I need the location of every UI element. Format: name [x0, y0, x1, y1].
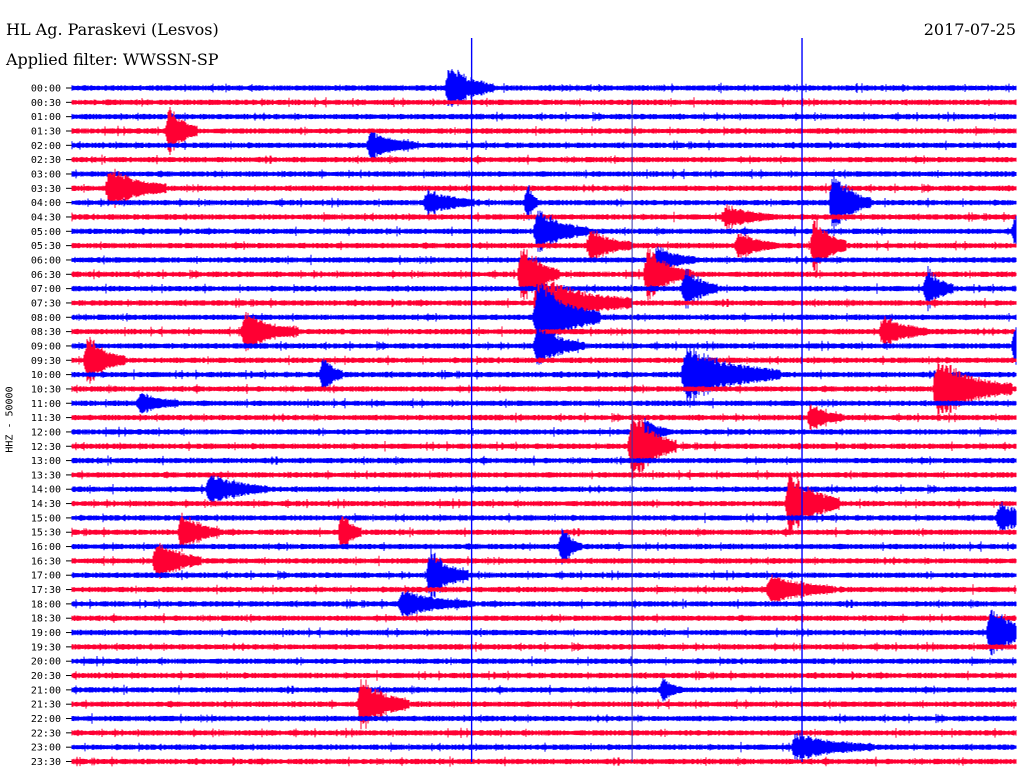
trace-row-20:00 [71, 656, 1017, 667]
trace-row-18:30 [71, 613, 1017, 624]
tick-label-11:00: 11:00 [31, 399, 61, 410]
tick-label-08:30: 08:30 [31, 327, 61, 338]
tick-label-06:00: 06:00 [31, 255, 61, 266]
trace-row-10:30 [71, 356, 1017, 422]
tick-label-20:30: 20:30 [31, 671, 61, 682]
tick-label-00:30: 00:30 [31, 98, 61, 109]
trace-row-23:30 [71, 756, 1017, 767]
trace-row-03:00 [71, 168, 1017, 180]
tick-label-06:30: 06:30 [31, 270, 61, 281]
trace-row-15:00 [71, 501, 1017, 535]
trace-row-13:30 [71, 469, 1017, 480]
tick-label-22:00: 22:00 [31, 714, 61, 725]
trace-row-00:30 [71, 97, 1017, 108]
tick-label-00:00: 00:00 [31, 84, 61, 95]
tick-label-13:00: 13:00 [31, 456, 61, 467]
trace-row-11:30 [71, 404, 1017, 431]
tick-label-11:30: 11:30 [31, 413, 61, 424]
tick-label-18:00: 18:00 [31, 599, 61, 610]
trace-row-17:00 [71, 549, 1017, 602]
trace-row-01:30 [71, 107, 1017, 155]
trace-row-09:00 [71, 327, 1017, 365]
tick-label-21:00: 21:00 [31, 685, 61, 696]
trace-row-07:30 [71, 276, 1017, 330]
trace-row-22:00 [71, 713, 1017, 724]
tick-label-10:30: 10:30 [31, 384, 61, 395]
tick-label-12:30: 12:30 [31, 442, 61, 453]
tick-label-14:00: 14:00 [31, 485, 61, 496]
tick-label-15:00: 15:00 [31, 513, 61, 524]
trace-row-22:30 [71, 727, 1017, 738]
tick-label-09:30: 09:30 [31, 356, 61, 367]
trace-row-03:30 [71, 168, 1017, 208]
trace-row-02:00 [71, 132, 1017, 159]
trace-row-19:30 [71, 641, 1017, 652]
trace-row-06:30 [71, 248, 1017, 301]
tick-label-19:30: 19:30 [31, 642, 61, 653]
trace-row-15:30 [71, 512, 1017, 552]
tick-label-14:30: 14:30 [31, 499, 61, 510]
tick-label-23:30: 23:30 [31, 757, 61, 768]
trace-row-17:30 [71, 574, 1017, 605]
trace-row-06:00 [71, 246, 1017, 274]
tick-label-13:30: 13:30 [31, 470, 61, 481]
tick-label-04:00: 04:00 [31, 198, 61, 209]
trace-row-16:00 [71, 528, 1017, 565]
tick-label-07:00: 07:00 [31, 284, 61, 295]
trace-row-05:30 [71, 217, 1017, 274]
trace-row-02:30 [71, 154, 1017, 165]
trace-row-08:30 [71, 312, 1017, 352]
tick-label-12:00: 12:00 [31, 427, 61, 438]
trace-row-21:00 [71, 678, 1017, 702]
trace-row-14:00 [71, 475, 1017, 503]
date-label: 2017-07-25 [923, 20, 1016, 39]
tick-label-20:00: 20:00 [31, 657, 61, 668]
tick-label-17:00: 17:00 [31, 571, 61, 582]
tick-label-01:30: 01:30 [31, 126, 61, 137]
tick-label-22:30: 22:30 [31, 728, 61, 739]
trace-row-04:00 [71, 169, 1017, 236]
trace-row-01:00 [71, 111, 1017, 122]
tick-label-21:30: 21:30 [31, 700, 61, 711]
tick-label-10:00: 10:00 [31, 370, 61, 381]
trace-row-07:00 [71, 266, 1017, 312]
tick-label-16:00: 16:00 [31, 542, 61, 553]
tick-label-07:30: 07:30 [31, 298, 61, 309]
tick-label-09:00: 09:00 [31, 341, 61, 352]
tick-label-23:00: 23:00 [31, 743, 61, 754]
tick-label-19:00: 19:00 [31, 628, 61, 639]
trace-row-04:30 [71, 204, 1017, 230]
trace-row-21:30 [71, 679, 1017, 730]
trace-row-12:00 [71, 417, 1017, 446]
trace-row-23:00 [71, 732, 1017, 762]
trace-row-08:00 [71, 283, 1017, 352]
trace-row-16:30 [71, 542, 1017, 579]
trace-row-12:30 [71, 411, 1017, 481]
tick-label-02:00: 02:00 [31, 141, 61, 152]
trace-row-18:00 [71, 590, 1017, 618]
trace-row-00:00 [71, 69, 1017, 107]
filter-label: Applied filter: WWSSN-SP [6, 50, 219, 69]
tick-label-02:30: 02:30 [31, 155, 61, 166]
trace-row-13:00 [71, 455, 1017, 466]
tick-label-16:30: 16:30 [31, 556, 61, 567]
station-title: HL Ag. Paraskevi (Lesvos) [6, 20, 219, 39]
trace-row-14:30 [71, 471, 1017, 536]
tick-label-17:30: 17:30 [31, 585, 61, 596]
trace-row-19:00 [71, 609, 1017, 656]
trace-row-11:00 [71, 393, 1017, 414]
tick-label-03:00: 03:00 [31, 169, 61, 180]
tick-label-03:30: 03:30 [31, 184, 61, 195]
tick-label-15:30: 15:30 [31, 528, 61, 539]
tick-label-04:30: 04:30 [31, 212, 61, 223]
trace-row-20:30 [71, 670, 1017, 681]
tick-label-05:30: 05:30 [31, 241, 61, 252]
tick-label-08:00: 08:00 [31, 313, 61, 324]
tick-label-01:00: 01:00 [31, 112, 61, 123]
trace-row-10:00 [71, 344, 1017, 406]
tick-label-18:30: 18:30 [31, 614, 61, 625]
tick-label-05:00: 05:00 [31, 227, 61, 238]
